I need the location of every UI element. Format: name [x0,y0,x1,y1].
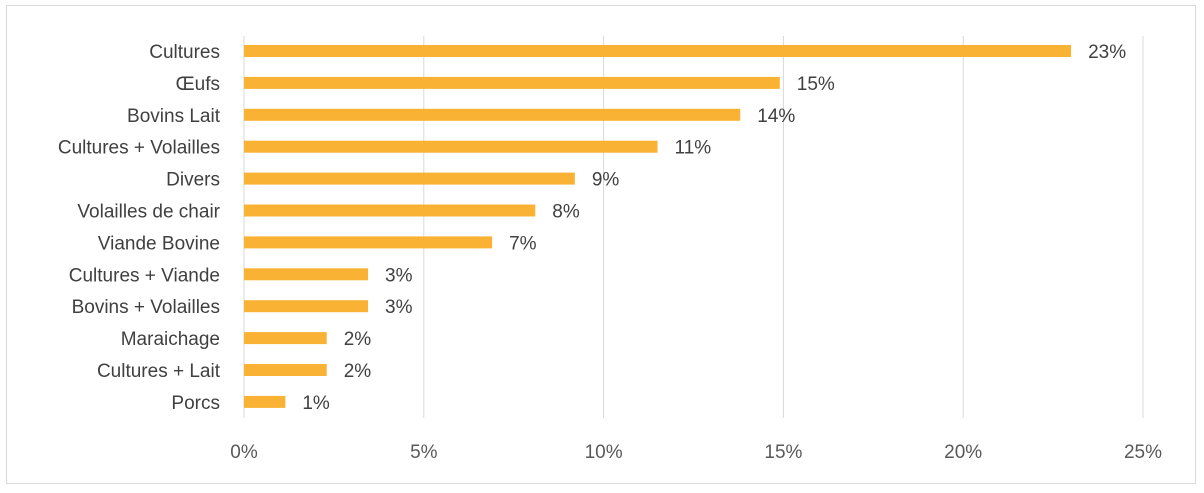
x-tick-label: 20% [944,442,982,463]
data-label: 1% [302,393,330,414]
data-label: 7% [509,233,537,254]
category-label: Bovins + Volailles [72,297,220,318]
bar [244,364,327,376]
data-label: 2% [344,329,372,350]
data-label: 9% [592,170,620,191]
x-tick-label: 15% [764,442,802,463]
category-label: Œufs [176,74,220,95]
bar [244,172,575,185]
category-label: Porcs [171,393,220,414]
bar [244,332,327,345]
category-label: Cultures + Volailles [58,138,220,159]
data-label: 3% [385,265,413,286]
bar [244,140,658,153]
data-label: 11% [675,138,712,159]
gridlines [243,36,1144,418]
x-tick-label: 25% [1124,442,1162,463]
data-label: 15% [797,74,835,95]
x-tick-label: 5% [410,442,438,463]
bar [244,268,369,281]
x-tick-label: 0% [230,442,258,463]
bar [244,204,536,217]
x-axis-tick-labels: 0% 5% 10% 15% 20% 25% [230,442,1162,463]
data-labels: 23% 15%14% 11% 9% 8% 7% 3% 3% 2% 2% 1% [302,42,1126,414]
category-label: Cultures [149,42,220,63]
bar [244,76,780,89]
x-tick-label: 10% [585,442,623,463]
category-label: Cultures + Viande [69,265,220,286]
category-label: Maraichage [121,329,220,350]
category-label: Cultures + Lait [97,361,221,382]
data-label: 23% [1088,42,1126,63]
category-label: Divers [166,170,220,191]
bars [244,45,1072,408]
category-label: Viande Bovine [98,233,220,254]
category-labels: Cultures Œufs Bovins Lait Cultures + Volail… [58,42,221,414]
data-label: 14% [757,106,795,127]
bar [244,236,493,249]
bar [244,108,741,121]
data-label: 8% [552,202,580,223]
bar [244,45,1072,57]
bar [244,395,286,408]
category-label: Volailles de chair [77,202,220,223]
data-label: 3% [385,297,413,318]
data-label: 2% [344,361,372,382]
category-label: Bovins Lait [127,106,221,127]
bar [244,300,369,313]
